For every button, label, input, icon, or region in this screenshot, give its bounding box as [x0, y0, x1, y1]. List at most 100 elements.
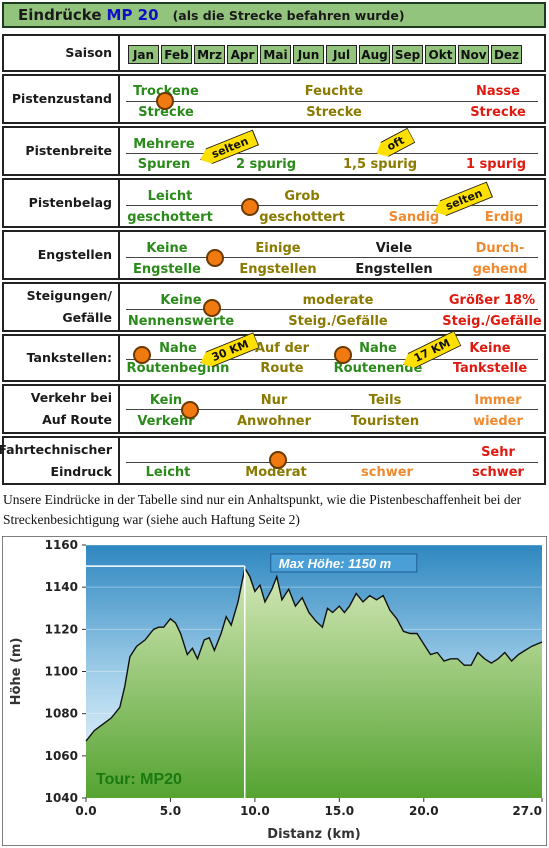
option-text: Routenbeginn	[126, 361, 230, 376]
option-text: Steig./Gefälle	[442, 314, 542, 329]
row-steigungen: Steigungen/ Gefälle Keine Nennenswerte m…	[2, 282, 546, 332]
option-text: Keine	[146, 241, 188, 256]
option-text: Nennenswerte	[127, 314, 235, 329]
option-text: Kein	[149, 393, 183, 408]
option-text: Engstellen	[355, 262, 433, 277]
rating-marker-dot	[156, 92, 174, 110]
row-label: Pistenbreite	[4, 128, 120, 174]
disclaimer-note: Unsere Eindrücke in der Tabelle sind nur…	[3, 492, 522, 527]
row-label: Pistenzustand	[4, 76, 120, 122]
rating-marker-dot	[241, 198, 259, 216]
rating-marker-dot	[269, 451, 287, 469]
option-text: Strecke	[306, 105, 362, 120]
option-text: 1,5 spurig	[342, 157, 418, 172]
option-text: geschottert	[127, 210, 213, 225]
option-text: wieder	[473, 414, 523, 429]
month-cell: Sep	[392, 45, 423, 64]
header-route: MP 20	[106, 6, 159, 24]
option-text: Verkehr	[137, 414, 195, 429]
row-verkehr: Verkehr bei Auf Route Kein Verkehr Nur A…	[2, 384, 546, 434]
month-cell: Mai	[260, 45, 291, 64]
option-text: Mehrere	[133, 137, 195, 152]
option-text: Spuren	[137, 157, 191, 172]
row-label: Steigungen/ Gefälle	[4, 284, 120, 330]
elevation-area	[86, 568, 542, 798]
option-text: Nur	[260, 393, 288, 408]
x-tick-label: 15.0	[325, 804, 355, 818]
option-text: Steig./Gefälle	[288, 314, 388, 329]
rating-marker-dot	[181, 401, 199, 419]
rating-marker-dot	[133, 346, 151, 364]
scale-line	[126, 359, 538, 360]
row-label-line: Gefälle	[62, 310, 112, 325]
row-pistenzustand: Pistenzustand Trockene Strecke Feuchte S…	[2, 74, 546, 124]
annotation-box	[270, 553, 418, 573]
row-label: Saison	[4, 36, 120, 70]
scale-line	[126, 257, 538, 258]
elevation-line	[85, 566, 543, 742]
y-axis-label: Höhe (m)	[9, 638, 24, 706]
option-text: Nahe	[359, 341, 397, 356]
tour-label: Tour: MP20	[96, 771, 182, 788]
row-label-line: Eindruck	[50, 463, 112, 479]
scale-line	[126, 462, 538, 463]
option-text: Anwohner	[237, 414, 311, 429]
row-label: Fahrtechnischer Eindruck	[0, 438, 120, 483]
row-label: Pistenbelag	[4, 180, 120, 226]
row-label: Engstellen	[4, 232, 120, 278]
option-text: Immer	[474, 393, 522, 408]
month-cell: Nov	[458, 45, 489, 64]
option-text: 1 spurig	[465, 157, 527, 172]
month-cell: Dez	[491, 45, 522, 64]
y-tick-label: 1120	[45, 622, 78, 636]
option-text: Einige	[255, 241, 301, 256]
row-label-line: Auf Route	[42, 412, 112, 427]
row-label: Tankstellen:	[4, 336, 120, 380]
y-tick-label: 1140	[45, 580, 78, 594]
option-text: 2 spurig	[235, 157, 297, 172]
y-tick-label: 1040	[45, 791, 78, 805]
option-text: Auf der	[254, 341, 310, 356]
option-text: Engstelle	[133, 262, 201, 277]
month-list: Jan Feb Mrz Apr Mai Jun Jul Aug Sep Okt …	[128, 45, 522, 64]
elevation-chart: Max Höhe: 1150 m Tour: MP20 1040 1060 1080…	[1, 535, 548, 847]
scale-line	[126, 101, 538, 102]
row-saison: Saison Jan Feb Mrz Apr Mai Jun Jul Aug S…	[2, 34, 546, 72]
option-text: schwer	[472, 465, 524, 480]
option-text: Routenende	[333, 361, 423, 376]
month-cell: Jul	[326, 45, 357, 64]
x-tick-label: 0.0	[75, 804, 96, 818]
x-tick-label: 5.0	[160, 804, 181, 818]
scale-line	[126, 153, 538, 154]
x-axis-label: Distanz (km)	[267, 827, 360, 842]
month-cell: Apr	[227, 45, 258, 64]
row-label: Verkehr bei Auf Route	[4, 386, 120, 432]
option-text: Moderat	[245, 465, 307, 480]
row-label-line: Verkehr bei	[30, 390, 112, 405]
row-pistenbelag: Pistenbelag Leicht geschottert Grob gesc…	[2, 178, 546, 228]
max-height-annotation: Max Höhe: 1150 m	[270, 553, 418, 573]
option-text: schwer	[361, 465, 413, 480]
y-tick-label: 1100	[45, 665, 78, 679]
x-tick-label: 27.0	[512, 804, 542, 818]
option-text: Sandig	[388, 210, 440, 225]
option-text: Teils	[368, 393, 402, 408]
option-text: Tankstelle	[452, 361, 528, 376]
row-tankstellen: Tankstellen: Nahe Routenbeginn Auf der R…	[2, 334, 546, 382]
option-text: Leicht	[147, 189, 193, 204]
header-title: Eindrücke	[18, 6, 102, 24]
month-cell: Jun	[293, 45, 324, 64]
option-text: Touristen	[350, 414, 420, 429]
option-text: Viele	[375, 241, 413, 256]
option-text: Größer 18%	[448, 293, 536, 308]
header-bar: Eindrücke MP 20 (als die Strecke befahre…	[2, 2, 546, 28]
option-text: Grob	[284, 189, 320, 204]
option-text: moderate	[302, 293, 374, 308]
elevation-chart-svg: Max Höhe: 1150 m Tour: MP20 1040 1060 1080…	[1, 535, 548, 847]
option-text: Sehr	[481, 445, 515, 460]
option-text: Keine	[160, 293, 202, 308]
scale-line	[126, 309, 538, 310]
option-text: Strecke	[138, 105, 194, 120]
option-text: gehend	[472, 262, 528, 277]
option-text: Leicht	[145, 465, 191, 480]
